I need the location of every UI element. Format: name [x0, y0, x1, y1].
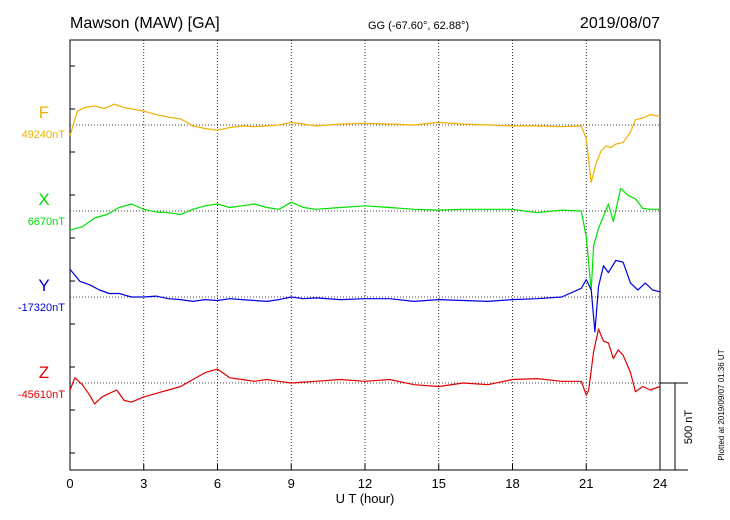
x-axis-title: U T (hour): [336, 491, 395, 506]
series-traces: [69, 103, 661, 405]
series-baseline-x: 6670nT: [28, 216, 66, 228]
scale-bar-label: 500 nT: [683, 410, 695, 445]
series-name-f: F: [39, 103, 49, 122]
series-baseline-z: -45610nT: [18, 389, 65, 401]
series-baseline-y: -17320nT: [18, 302, 65, 314]
station-title: Mawson (MAW) [GA]: [70, 15, 220, 32]
plot-frame: [69, 39, 661, 471]
scale-bar: 500 nT: [660, 382, 695, 471]
x-axis: 0 3 6 9 12 15 18 21 24: [66, 65, 667, 491]
x-tick-label: 21: [579, 476, 593, 491]
x-tick-label: 9: [288, 476, 295, 491]
x-tick-label: 6: [214, 476, 221, 491]
series-baseline-f: 49240nT: [22, 129, 66, 141]
plotted-at-label: Plotted at 2019/09/07 01:36 UT: [717, 349, 726, 460]
coordinates-label: GG (-67.60°, 62.88°): [368, 20, 469, 32]
trace-x: [69, 187, 660, 292]
x-tick-label: 3: [140, 476, 147, 491]
series-labels: F 49240nT X 6670nT Y -17320nT Z -45610nT: [18, 103, 65, 401]
series-name-x: X: [38, 190, 49, 209]
trace-z: [69, 328, 661, 405]
x-tick-label: 0: [66, 476, 73, 491]
x-tick-label: 18: [505, 476, 519, 491]
series-name-y: Y: [38, 276, 49, 295]
trace-f: [69, 103, 661, 183]
x-tick-label: 15: [432, 476, 446, 491]
grid-lines: [70, 40, 660, 470]
x-tick-label: 12: [358, 476, 372, 491]
trace-y: [69, 259, 661, 333]
date-label: 2019/08/07: [580, 15, 660, 32]
series-name-z: Z: [39, 363, 49, 382]
x-tick-label: 24: [653, 476, 667, 491]
